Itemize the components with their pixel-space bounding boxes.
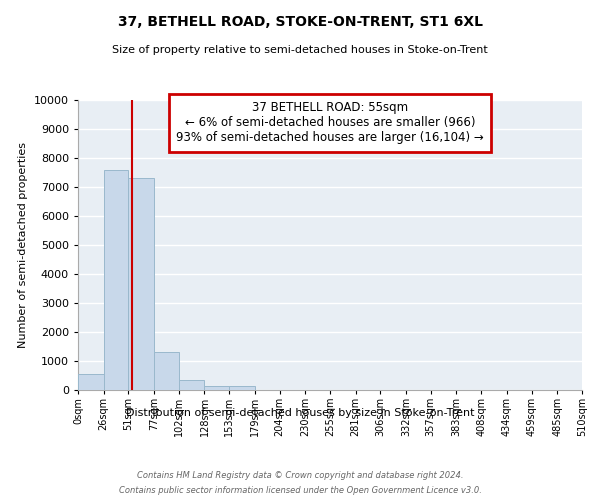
- Bar: [128, 178, 154, 390]
- Bar: [179, 380, 205, 390]
- Text: Size of property relative to semi-detached houses in Stoke-on-Trent: Size of property relative to semi-detach…: [112, 45, 488, 55]
- Bar: [154, 352, 179, 390]
- Text: 37, BETHELL ROAD, STOKE-ON-TRENT, ST1 6XL: 37, BETHELL ROAD, STOKE-ON-TRENT, ST1 6X…: [118, 15, 482, 29]
- Text: Contains public sector information licensed under the Open Government Licence v3: Contains public sector information licen…: [119, 486, 481, 495]
- Text: 37 BETHELL ROAD: 55sqm
← 6% of semi-detached houses are smaller (966)
93% of sem: 37 BETHELL ROAD: 55sqm ← 6% of semi-deta…: [176, 102, 484, 144]
- Bar: [205, 386, 229, 390]
- Y-axis label: Number of semi-detached properties: Number of semi-detached properties: [19, 142, 28, 348]
- Text: Contains HM Land Registry data © Crown copyright and database right 2024.: Contains HM Land Registry data © Crown c…: [137, 471, 463, 480]
- Bar: [78, 374, 104, 390]
- Text: Distribution of semi-detached houses by size in Stoke-on-Trent: Distribution of semi-detached houses by …: [126, 408, 474, 418]
- Bar: [229, 386, 255, 390]
- Bar: [104, 170, 128, 390]
